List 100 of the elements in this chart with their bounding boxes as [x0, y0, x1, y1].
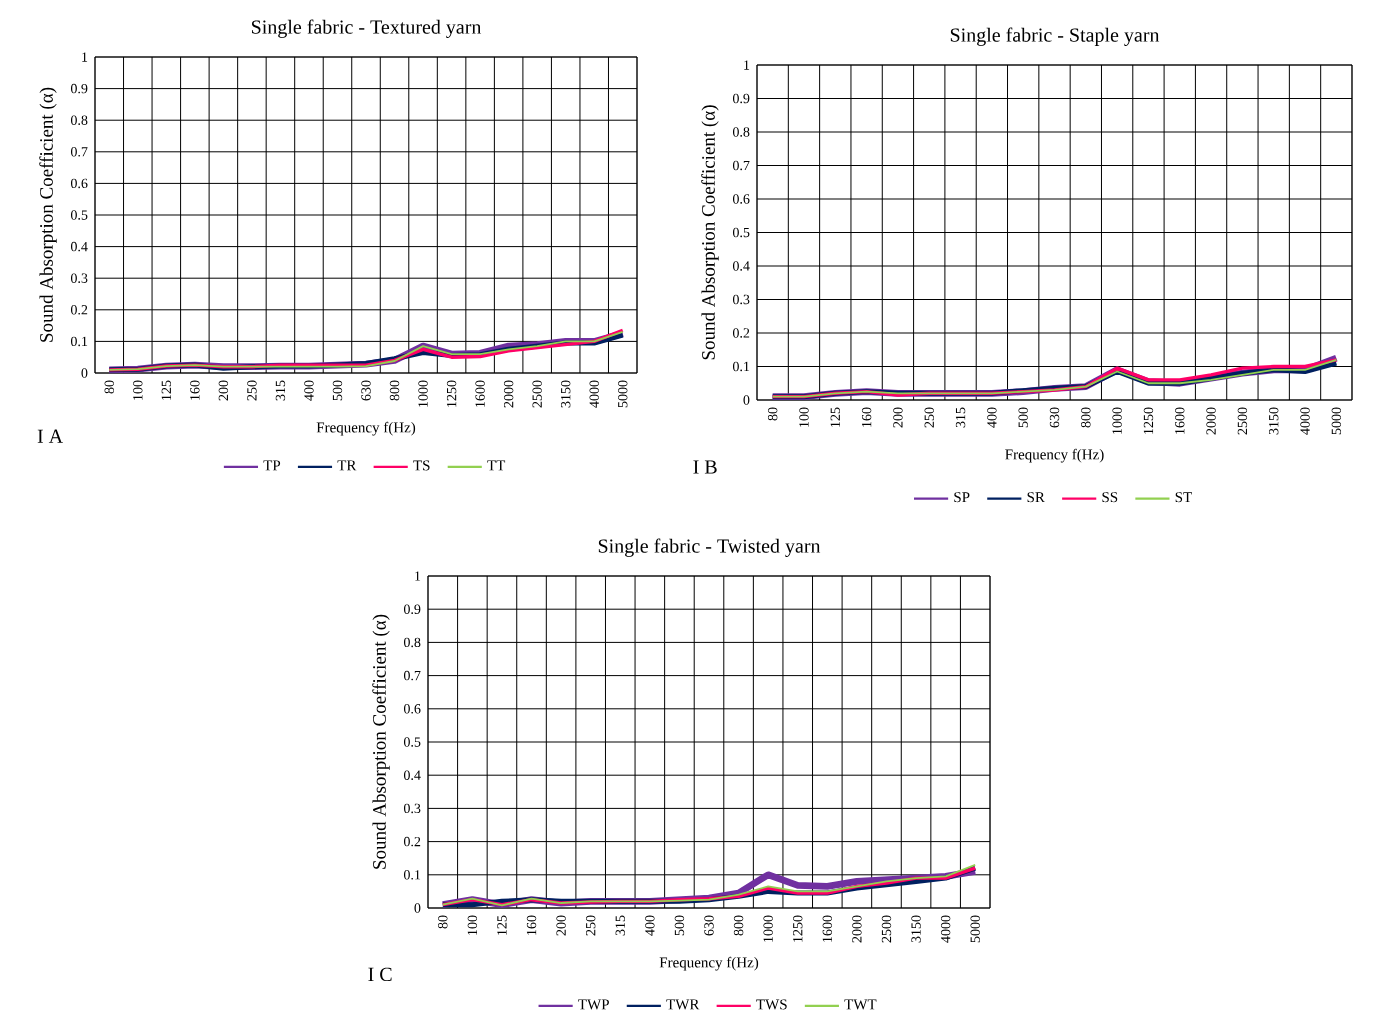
- x-tick-label: 500: [1018, 407, 1028, 428]
- x-tick-label: 315: [615, 915, 625, 936]
- y-tick-label: 0.1: [403, 869, 421, 880]
- x-tick-label: 100: [133, 380, 143, 400]
- x-tick-label: 2500: [532, 380, 542, 408]
- x-tick-label: 250: [247, 380, 257, 401]
- y-tick-label: 0.2: [70, 304, 88, 315]
- x-tick-label: 1600: [822, 915, 833, 942]
- x-tick-label: 4000: [940, 915, 951, 943]
- x-tick-label: 1000: [763, 915, 773, 942]
- y-tick-label: 0.8: [732, 127, 750, 137]
- legend-label: TS: [413, 460, 430, 471]
- x-axis-title: Frequency f(Hz): [1005, 448, 1104, 463]
- x-tick-label: 4000: [1300, 407, 1310, 435]
- y-tick-label: 0.5: [403, 737, 421, 747]
- legend-label: TWP: [578, 999, 609, 1010]
- x-tick-label: 3150: [560, 380, 571, 408]
- x-tick-label: 1250: [446, 380, 457, 407]
- y-axis-title: Sound Absorption Coefficient (α): [372, 614, 390, 869]
- x-tick-label: 800: [389, 380, 400, 401]
- x-axis-title: Frequency f(Hz): [659, 956, 759, 971]
- chart-title: Single fabric - Staple yarn: [950, 27, 1160, 46]
- x-tick-label: 630: [704, 915, 714, 936]
- y-tick-label: 0.5: [732, 227, 750, 238]
- chart-title: Single fabric - Twisted yarn: [598, 538, 821, 557]
- y-tick-label: 0.9: [732, 93, 750, 104]
- y-tick-label: 0.9: [70, 83, 88, 94]
- x-tick-label: 100: [467, 915, 478, 935]
- x-tick-label: 1250: [1143, 407, 1154, 434]
- x-tick-label: 1250: [793, 915, 803, 942]
- y-tick-label: 0.1: [70, 336, 88, 346]
- x-tick-label: 5000: [970, 915, 980, 943]
- x-tick-label: 200: [218, 380, 229, 401]
- y-tick-label: 0.1: [732, 361, 750, 372]
- y-tick-label: 0.8: [403, 637, 421, 647]
- y-tick-label: 0.3: [732, 294, 750, 305]
- y-tick-label: 0: [743, 395, 750, 405]
- x-tick-label: 3150: [1268, 407, 1279, 435]
- y-tick-label: 0.6: [70, 178, 88, 188]
- y-tick-label: 0.8: [70, 115, 88, 125]
- legend-label: TR: [337, 460, 357, 471]
- x-tick-label: 200: [893, 407, 903, 428]
- legend-label: TP: [263, 460, 281, 471]
- y-tick-label: 0.7: [403, 670, 421, 681]
- y-tick-label: 1: [82, 52, 88, 62]
- x-tick-label: 2000: [503, 380, 514, 408]
- legend-label: SP: [954, 492, 970, 503]
- x-tick-label: 250: [924, 407, 934, 428]
- y-tick-label: 0.6: [732, 194, 750, 204]
- x-tick-label: 500: [674, 915, 685, 936]
- x-tick-label: 5000: [1331, 407, 1342, 435]
- y-axis-title: Sound Absorption Coefficient (α): [701, 105, 719, 360]
- x-tick-label: 400: [987, 407, 997, 428]
- legend-label: TT: [487, 460, 506, 471]
- x-tick-label: 1000: [1112, 407, 1122, 434]
- x-tick-label: 1600: [1175, 407, 1185, 434]
- y-tick-label: 1: [744, 60, 750, 70]
- x-tick-label: 1000: [418, 380, 428, 407]
- y-tick-label: 0.7: [732, 160, 750, 171]
- legend-label: TWR: [666, 999, 700, 1010]
- x-tick-label: 160: [190, 380, 200, 400]
- x-tick-label: 80: [104, 380, 114, 394]
- x-tick-label: 315: [275, 380, 286, 401]
- x-tick-label: 160: [861, 407, 872, 427]
- y-tick-label: 0.9: [403, 604, 421, 614]
- legend-label: SS: [1102, 492, 1118, 503]
- legend-label: TWS: [756, 999, 787, 1010]
- y-tick-label: 0.3: [403, 803, 421, 813]
- y-tick-label: 0.4: [70, 241, 88, 252]
- legend-label: TWT: [844, 999, 877, 1010]
- legend-label: SR: [1027, 492, 1045, 503]
- y-tick-label: 0.4: [403, 770, 421, 780]
- text: I A: [37, 429, 63, 443]
- x-tick-label: 125: [161, 380, 172, 400]
- y-tick-label: 0.3: [70, 273, 88, 283]
- text: I B: [693, 460, 717, 474]
- x-tick-label: 630: [361, 380, 371, 401]
- legend-label: ST: [1175, 492, 1192, 503]
- x-tick-label: 2000: [852, 915, 862, 943]
- y-tick-label: 0.5: [70, 210, 88, 220]
- y-tick-label: 0.2: [732, 328, 750, 338]
- text: I C: [368, 967, 392, 981]
- x-axis-title: Frequency f(Hz): [316, 421, 416, 436]
- x-tick-label: 500: [332, 380, 343, 401]
- x-tick-label: 80: [767, 407, 778, 421]
- x-tick-label: 2500: [1237, 407, 1248, 435]
- x-tick-label: 250: [585, 915, 596, 936]
- x-tick-label: 125: [497, 915, 507, 935]
- y-tick-label: 0.2: [403, 836, 421, 847]
- x-tick-label: 400: [645, 915, 655, 936]
- x-tick-label: 100: [799, 407, 809, 427]
- chart-title: Single fabric - Textured yarn: [251, 19, 482, 38]
- x-tick-label: 4000: [589, 380, 599, 408]
- y-tick-label: 0.4: [732, 261, 750, 271]
- x-tick-label: 400: [304, 380, 314, 401]
- x-tick-label: 315: [955, 407, 966, 428]
- x-tick-label: 3150: [911, 915, 921, 943]
- x-tick-label: 200: [556, 915, 566, 936]
- x-tick-label: 2500: [881, 915, 892, 943]
- x-tick-label: 1600: [475, 380, 485, 407]
